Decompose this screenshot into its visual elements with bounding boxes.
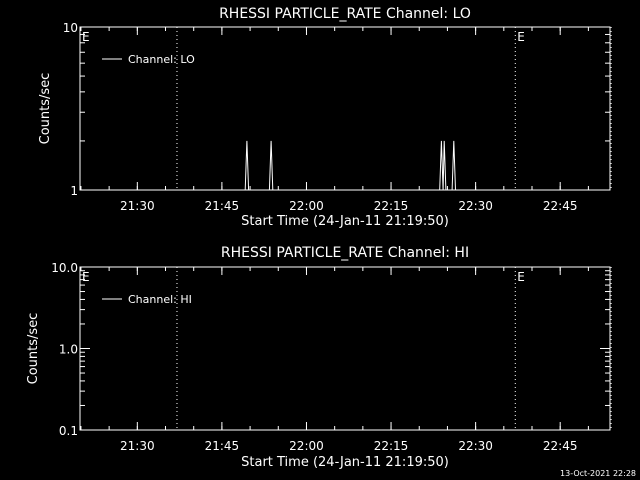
y-tick-label: 1 <box>70 184 78 198</box>
y-tick-label: 10.0 <box>51 261 78 275</box>
x-tick-label: 22:45 <box>543 199 578 213</box>
event-marker-label: E <box>82 30 90 44</box>
x-tick-label: 21:45 <box>205 439 240 453</box>
y-axis-label: Counts/sec <box>38 73 53 145</box>
x-tick-label: 21:30 <box>120 439 155 453</box>
plot-frame <box>79 266 611 431</box>
legend-label: Channel: HI <box>128 293 192 306</box>
chart-panel-hi: RHESSI PARTICLE_RATE Channel: HI Start Ti… <box>26 245 612 470</box>
x-tick-label: 21:30 <box>120 199 155 213</box>
x-axis-label: Start Time (24-Jan-11 21:19:50) <box>241 455 449 470</box>
x-axis-label: Start Time (24-Jan-11 21:19:50) <box>241 214 449 229</box>
event-marker-label: E <box>82 270 90 284</box>
y-axis-label: Counts/sec <box>26 313 41 385</box>
chart-panel-lo: RHESSI PARTICLE_RATE Channel: LO Start Ti… <box>38 6 612 229</box>
chart-title: RHESSI PARTICLE_RATE Channel: HI <box>221 245 469 261</box>
x-tick-label: 22:30 <box>458 199 493 213</box>
event-marker-label: E <box>517 30 525 44</box>
y-tick-label: 1.0 <box>59 343 78 357</box>
x-tick-label: 22:15 <box>374 199 409 213</box>
legend-label: Channel: LO <box>128 53 195 66</box>
footer-timestamp: 13-Oct-2021 22:28 <box>560 469 636 478</box>
x-tick-label: 22:00 <box>289 199 324 213</box>
x-tick-label: 22:00 <box>289 439 324 453</box>
chart-title: RHESSI PARTICLE_RATE Channel: LO <box>219 6 471 22</box>
plot-frame <box>79 26 611 191</box>
x-tick-label: 22:30 <box>458 439 493 453</box>
y-tick-label: 0.1 <box>59 424 78 438</box>
x-tick-label: 21:45 <box>205 199 240 213</box>
y-tick-label: 10 <box>63 21 78 35</box>
event-marker-label: E <box>517 270 525 284</box>
series-line <box>80 140 610 191</box>
x-tick-label: 22:45 <box>543 439 578 453</box>
x-tick-label: 22:15 <box>374 439 409 453</box>
